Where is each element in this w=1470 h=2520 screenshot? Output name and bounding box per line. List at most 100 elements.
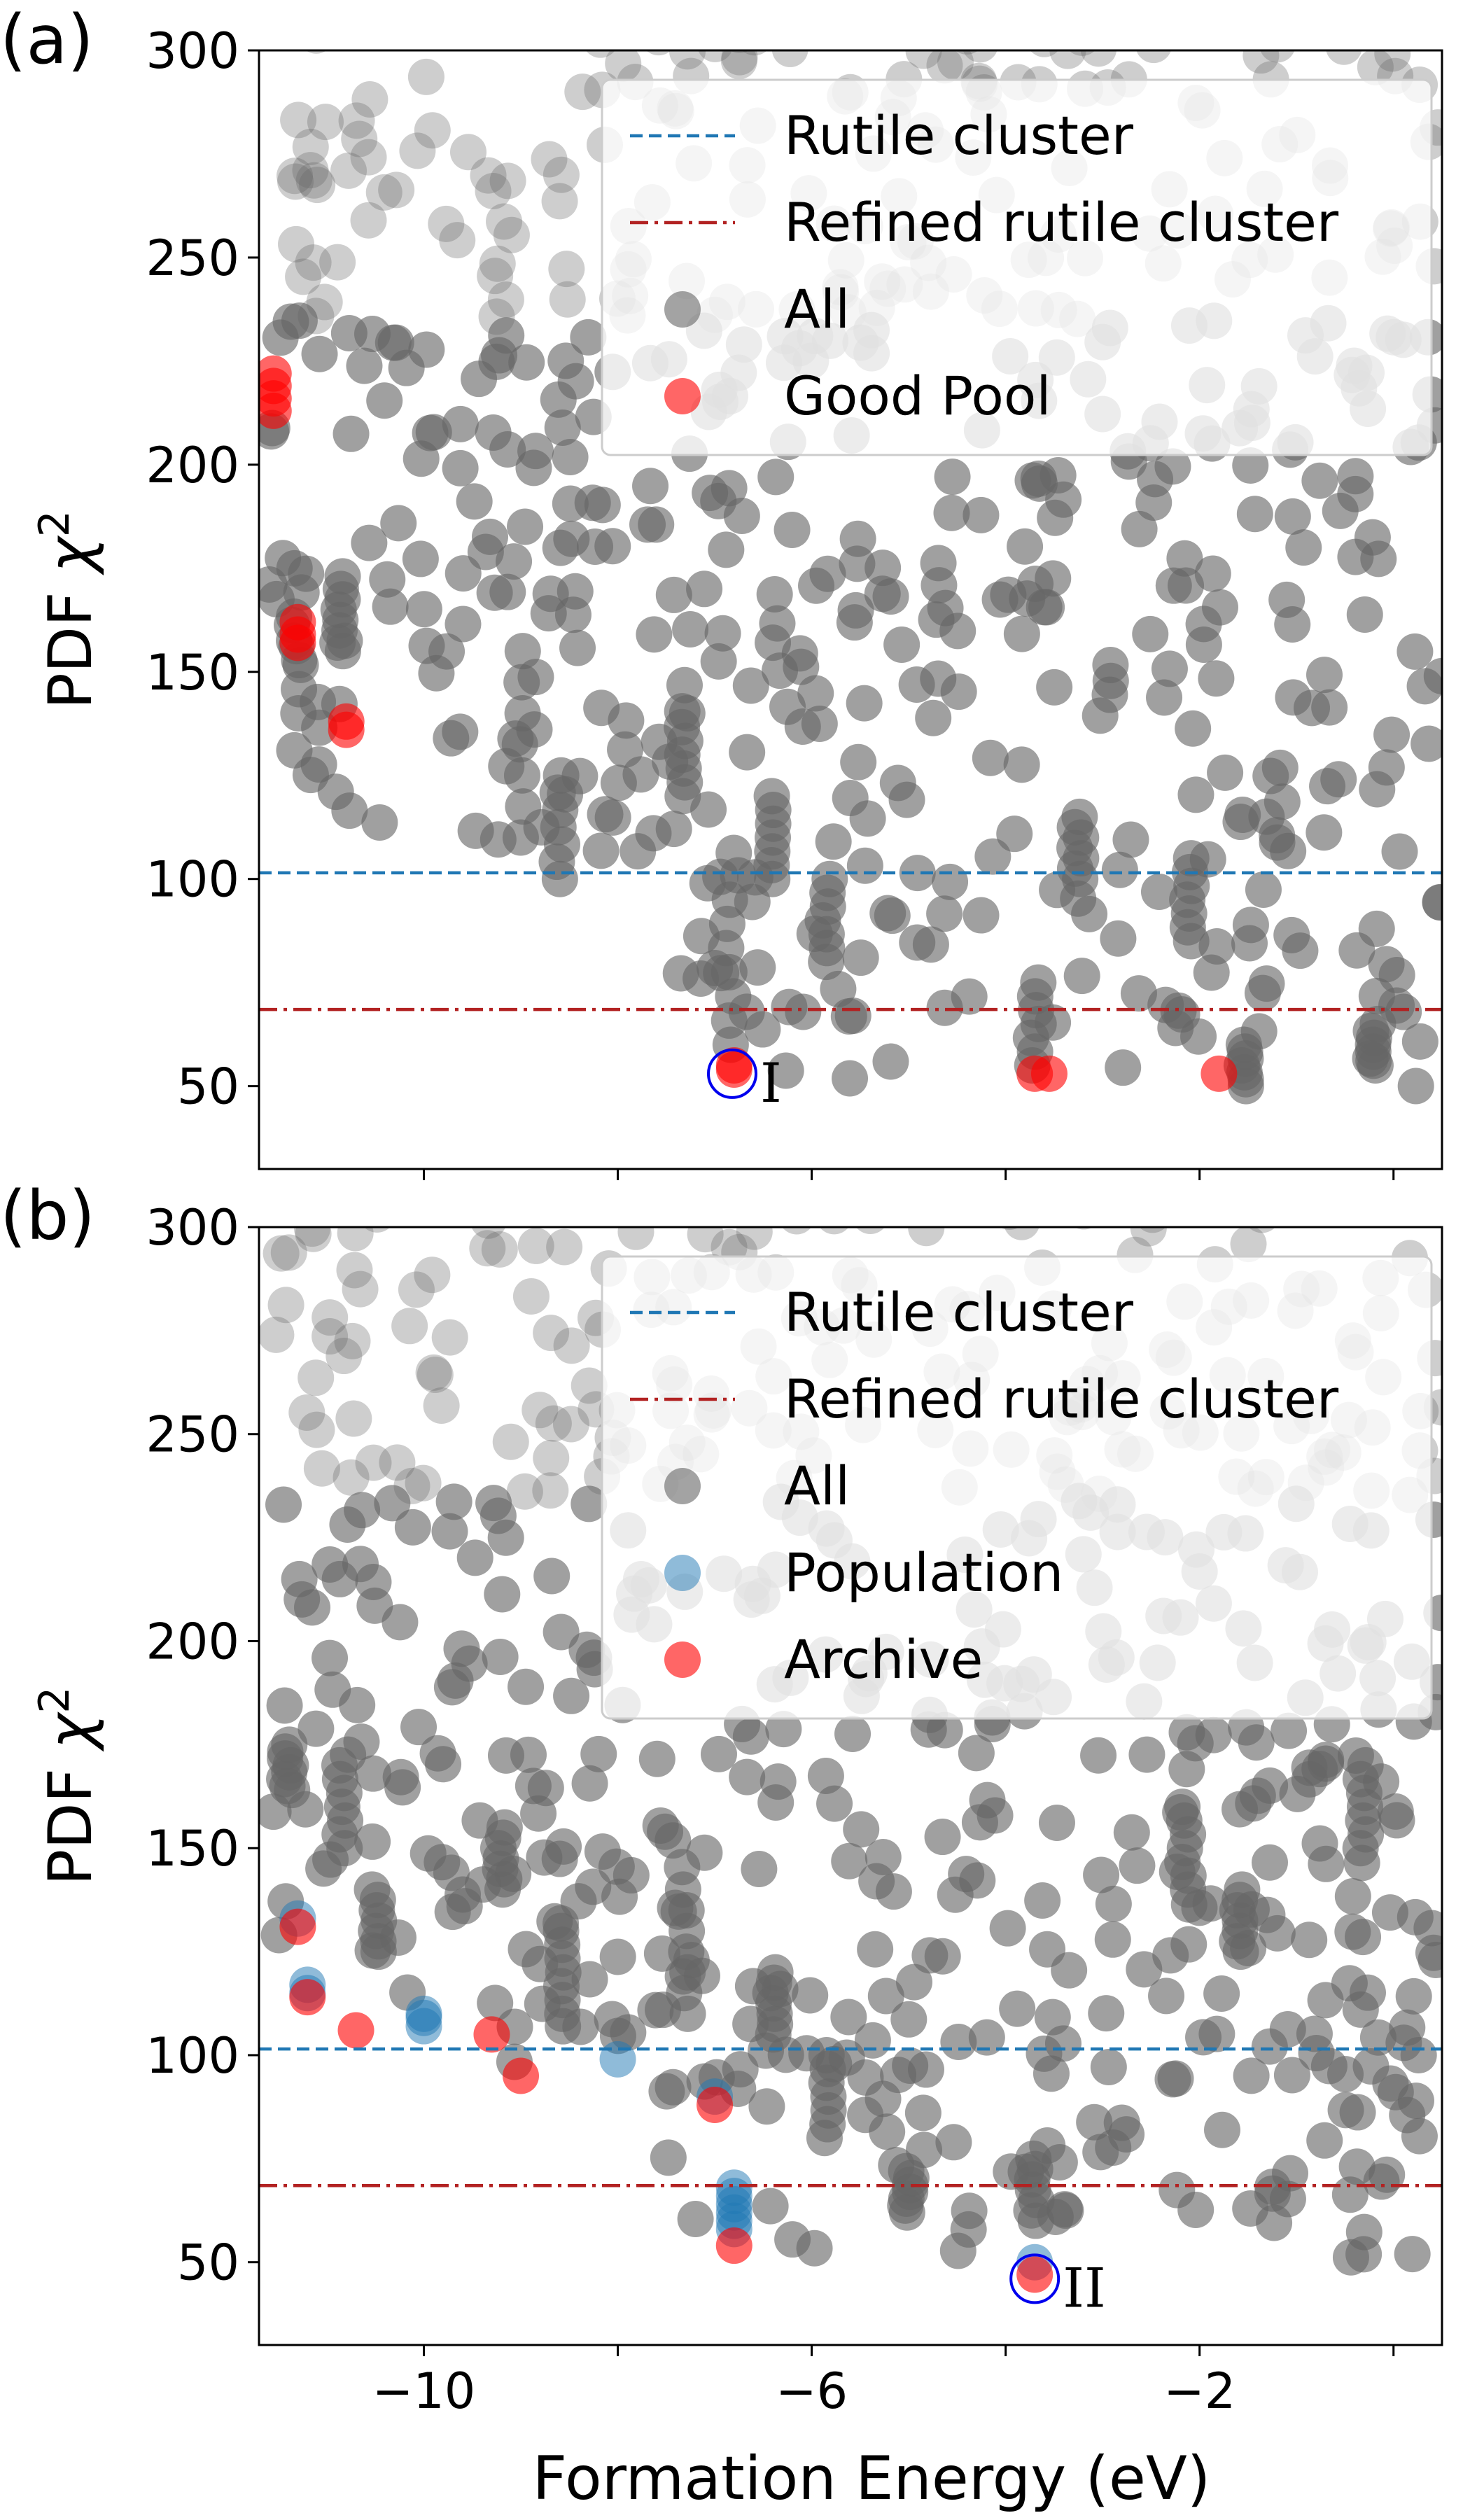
scatter-point-all — [1051, 1952, 1088, 1989]
scatter-point-all — [542, 757, 580, 794]
scatter-point-all — [372, 588, 409, 625]
scatter-point-all — [475, 1485, 512, 1522]
scatter-point-all — [879, 764, 916, 802]
scatter-point-all — [996, 816, 1033, 853]
scatter-point-all — [915, 699, 952, 736]
scatter-point-all — [1291, 1921, 1328, 1959]
scatter-point-all — [416, 1356, 454, 1393]
scatter-point-all — [490, 1183, 526, 1219]
scatter-point-all — [295, 244, 332, 281]
scatter-point-all — [447, 1106, 484, 1142]
scatter-point-all — [1036, 668, 1073, 706]
x-tick-label: −2 — [1163, 2362, 1236, 2420]
scatter-point-all — [617, 1227, 654, 1250]
scatter-point-all — [400, 9, 437, 46]
scatter-point-all — [1198, 660, 1235, 697]
scatter-point-all — [1177, 776, 1214, 813]
scatter-point-all — [1244, 974, 1281, 1011]
scatter-point-all — [1101, 851, 1138, 888]
legend-swatch-marker — [664, 1555, 701, 1591]
scatter-point-all — [783, 648, 820, 685]
scatter-point-all — [1415, 1934, 1442, 1971]
scatter-point-all — [782, 1227, 812, 1235]
scatter-point-all — [1137, 461, 1174, 498]
scatter-point-all — [510, 1736, 547, 1773]
scatter-point-all — [1396, 1898, 1434, 1935]
scatter-point-all — [672, 610, 709, 648]
scatter-point-all — [259, 1316, 295, 1353]
scatter-point-all — [329, 1506, 366, 1543]
scatter-point-all — [1030, 50, 1059, 57]
scatter-point-all — [1326, 50, 1362, 65]
y-tick-label: 300 — [146, 1199, 239, 1256]
scatter-point-all — [1020, 964, 1057, 1001]
scatter-point-all — [584, 486, 621, 524]
scatter-point-all — [333, 1119, 370, 1156]
scatter-point-all — [299, 167, 336, 204]
scatter-point-all — [657, 1116, 693, 1152]
scatter-point-all — [993, 0, 1030, 35]
scatter-point-all — [765, 1711, 802, 1748]
scatter-point-archive — [696, 2086, 734, 2123]
scatter-point-all — [553, 520, 590, 557]
scatter-point-all — [1040, 457, 1077, 494]
scatter-point-all — [1423, 657, 1442, 694]
scatter-point-all — [616, 1179, 652, 1215]
scatter-point-all — [926, 895, 963, 932]
scatter-point-all — [702, 0, 738, 30]
scatter-point-all — [940, 673, 977, 710]
panel-a: I 50 100 150 200 250 300 PDF χ2 (a) Rutile cluste… — [0, 0, 1443, 1180]
scatter-point-population — [405, 2008, 442, 2045]
scatter-point-all — [585, 1162, 622, 1198]
scatter-point-all — [1168, 567, 1205, 604]
scatter-point-all — [890, 2001, 927, 2038]
scatter-point-all — [1222, 0, 1259, 36]
legend-label: Population — [784, 1541, 1063, 1604]
legend-label: Refined rutile cluster — [784, 1368, 1339, 1430]
scatter-point-all — [726, 1, 762, 38]
y-tick-label: 250 — [146, 1406, 239, 1464]
annotation-label: I — [760, 1052, 782, 1115]
scatter-point-all — [692, 475, 729, 512]
scatter-point-all — [708, 531, 745, 568]
scatter-point-all — [1390, 4, 1426, 40]
scatter-point-all — [883, 626, 920, 663]
scatter-point-all — [378, 172, 415, 209]
scatter-point-all — [391, 1308, 428, 1345]
scatter-point-all — [981, 581, 1018, 618]
scatter-point-all — [1113, 0, 1149, 14]
scatter-point-all — [433, 1669, 470, 1706]
legend-frame — [601, 78, 1433, 456]
scatter-point-all — [1175, 710, 1212, 747]
scatter-point-all — [365, 174, 402, 211]
scatter-point-all — [723, 498, 760, 535]
scatter-point-all — [350, 202, 387, 239]
plot-area — [259, 0, 1442, 1105]
scatter-point-all — [704, 615, 741, 652]
scatter-point-all — [932, 863, 969, 900]
scatter-point-all — [935, 2124, 972, 2161]
scatter-point-all — [1021, 1158, 1058, 1194]
scatter-point-good-pool — [715, 1051, 752, 1088]
scatter-point-all — [832, 1060, 869, 1097]
scatter-point-all — [669, 1152, 706, 1189]
scatter-point-all — [792, 1977, 829, 2014]
scatter-point-all — [713, 1172, 750, 1208]
scatter-point-all — [732, 667, 769, 704]
scatter-point-all — [334, 1322, 371, 1359]
scatter-point-all — [267, 1158, 303, 1195]
scatter-point-all — [552, 438, 589, 475]
scatter-point-all — [675, 0, 711, 35]
scatter-point-all — [1204, 2111, 1241, 2148]
scatter-point-all — [696, 1103, 733, 1140]
scatter-point-all — [1013, 1177, 1049, 1214]
scatter-point-all — [552, 1406, 589, 1443]
scatter-point-all — [618, 0, 654, 14]
scatter-point-all — [1301, 1751, 1338, 1788]
scatter-point-all — [1207, 754, 1244, 791]
scatter-point-all — [1168, 1751, 1205, 1788]
scatter-point-all — [638, 506, 675, 543]
scatter-point-all — [1347, 1746, 1384, 1784]
scatter-point-all — [1044, 0, 1080, 27]
scatter-point-all — [823, 1091, 860, 1128]
